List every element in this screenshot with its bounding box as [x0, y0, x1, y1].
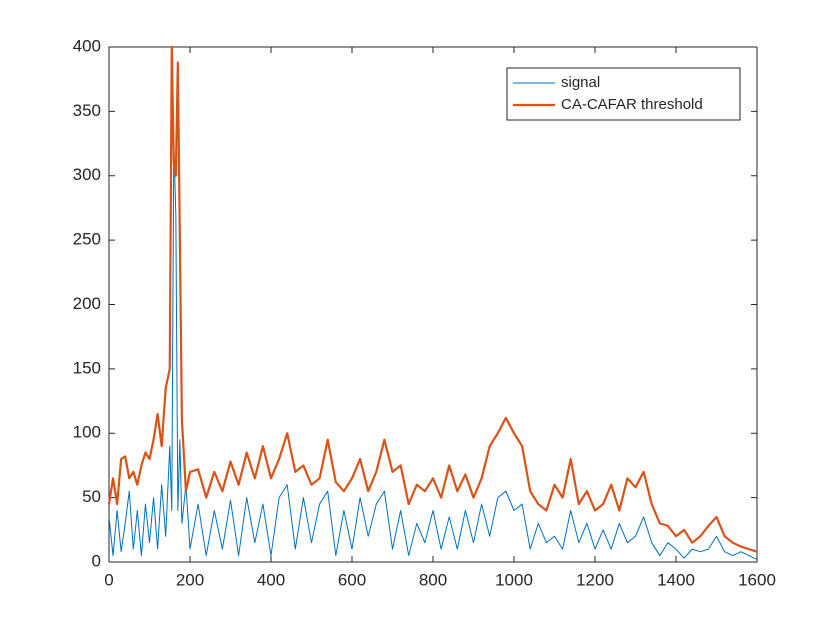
- x-tick-label: 800: [419, 570, 447, 589]
- x-tick-label: 600: [338, 570, 366, 589]
- y-tick-label: 250: [73, 230, 101, 249]
- x-tick-label: 1600: [738, 570, 776, 589]
- x-tick-label: 400: [257, 570, 285, 589]
- x-tick-label: 1400: [657, 570, 695, 589]
- legend-label: CA-CAFAR threshold: [561, 96, 703, 113]
- y-tick-label: 100: [73, 423, 101, 442]
- series-line: [107, 45, 758, 553]
- x-tick-label: 1200: [576, 570, 614, 589]
- y-tick-label: 0: [92, 551, 101, 570]
- legend: signal CA-CAFAR threshold: [506, 67, 741, 121]
- y-tick-label: 200: [73, 294, 101, 313]
- legend-box: [506, 67, 741, 121]
- x-tick-label: 0: [104, 570, 113, 589]
- y-tick-label: 150: [73, 358, 101, 377]
- y-tick-label: 300: [73, 165, 101, 184]
- y-tick-label: 350: [73, 101, 101, 120]
- x-tick-label: 1000: [495, 570, 533, 589]
- legend-label: signal: [561, 74, 600, 91]
- plot-area: [108, 46, 758, 563]
- x-tick-label: 200: [176, 570, 204, 589]
- y-tick-label: 400: [73, 36, 101, 55]
- series-line: [108, 143, 758, 560]
- y-tick-label: 50: [82, 487, 101, 506]
